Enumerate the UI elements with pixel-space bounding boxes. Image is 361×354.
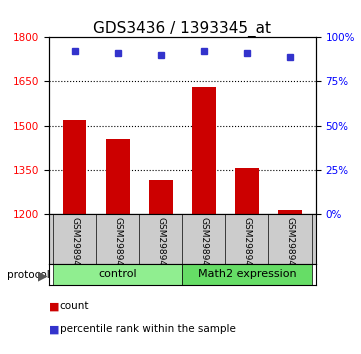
Text: GSM298944: GSM298944 <box>199 217 208 271</box>
Text: percentile rank within the sample: percentile rank within the sample <box>60 324 235 334</box>
Bar <box>235 169 259 214</box>
Text: control: control <box>98 269 137 279</box>
Text: GSM298945: GSM298945 <box>243 217 251 272</box>
Bar <box>192 87 216 214</box>
Text: count: count <box>60 301 89 311</box>
Text: ▶: ▶ <box>38 269 48 282</box>
Title: GDS3436 / 1393345_at: GDS3436 / 1393345_at <box>93 21 271 37</box>
Text: GSM298943: GSM298943 <box>156 217 165 272</box>
Text: GSM298941: GSM298941 <box>70 217 79 272</box>
Text: ■: ■ <box>49 324 59 334</box>
Text: GSM298946: GSM298946 <box>286 217 295 272</box>
Text: protocol: protocol <box>7 270 50 280</box>
Bar <box>53 264 182 285</box>
Text: Math2 expression: Math2 expression <box>197 269 296 279</box>
Text: ■: ■ <box>49 301 59 311</box>
Bar <box>278 210 302 214</box>
Bar <box>106 139 130 214</box>
Bar <box>149 180 173 214</box>
Text: GSM298942: GSM298942 <box>113 217 122 271</box>
Bar <box>182 264 312 285</box>
Bar <box>63 120 86 214</box>
